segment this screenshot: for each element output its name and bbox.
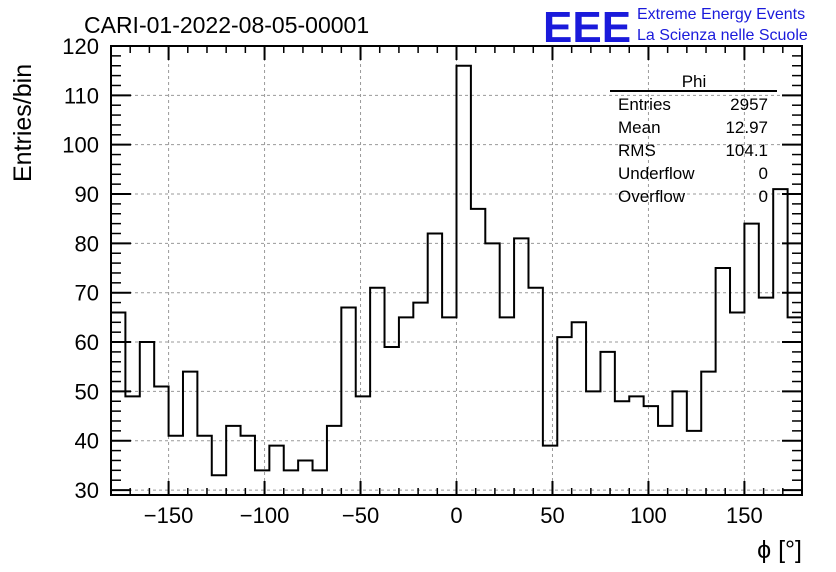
x-tick-label: −100 bbox=[240, 503, 290, 528]
stats-box: Phi Entries 2957 Mean 12.97 RMS 104.1 Un… bbox=[610, 72, 777, 206]
y-tick-label: 120 bbox=[62, 34, 99, 59]
y-tick-label: 60 bbox=[75, 330, 99, 355]
x-tick-label: 0 bbox=[450, 503, 462, 528]
x-axis-title: ϕ [°] bbox=[757, 536, 802, 564]
x-tick-label: −150 bbox=[144, 503, 194, 528]
stats-label-overflow: Overflow bbox=[618, 187, 686, 206]
logo-mark: EEE bbox=[543, 3, 631, 52]
stats-value-rms: 104.1 bbox=[725, 141, 768, 160]
x-tick-label: −50 bbox=[342, 503, 379, 528]
stats-label-rms: RMS bbox=[618, 141, 656, 160]
eee-logo: EEE Extreme Energy Events La Scienza nel… bbox=[543, 3, 808, 52]
y-tick-label: 50 bbox=[75, 379, 99, 404]
y-tick-label: 90 bbox=[75, 182, 99, 207]
stats-value-underflow: 0 bbox=[759, 164, 768, 183]
stats-value-mean: 12.97 bbox=[725, 118, 768, 137]
y-tick-label: 80 bbox=[75, 231, 99, 256]
tick-labels: −150 −100 −50 0 50 100 150 30 40 50 60 70 80 90 100 110… bbox=[62, 34, 762, 528]
stats-value-entries: 2957 bbox=[730, 95, 768, 114]
y-tick-label: 100 bbox=[62, 133, 99, 158]
x-tick-label: 50 bbox=[540, 503, 564, 528]
y-tick-label: 40 bbox=[75, 429, 99, 454]
y-tick-label: 30 bbox=[75, 478, 99, 503]
y-axis-title: Entries/bin bbox=[9, 64, 37, 182]
stats-label-entries: Entries bbox=[618, 95, 671, 114]
stats-value-overflow: 0 bbox=[759, 187, 768, 206]
logo-line-2: La Scienza nelle Scuole bbox=[637, 27, 808, 44]
stats-label-mean: Mean bbox=[618, 118, 661, 137]
grid-lines bbox=[111, 46, 802, 495]
axis-ticks bbox=[111, 45, 802, 495]
stats-title: Phi bbox=[682, 72, 707, 91]
y-tick-label: 70 bbox=[75, 281, 99, 306]
chart-title: CARI-01-2022-08-05-00001 bbox=[84, 12, 369, 38]
y-tick-label: 110 bbox=[64, 83, 99, 108]
x-tick-label: 150 bbox=[726, 503, 763, 528]
logo-line-1: Extreme Energy Events bbox=[637, 6, 805, 23]
x-tick-label: 100 bbox=[630, 503, 667, 528]
histogram-outline bbox=[111, 64, 802, 477]
stats-label-underflow: Underflow bbox=[618, 164, 695, 183]
